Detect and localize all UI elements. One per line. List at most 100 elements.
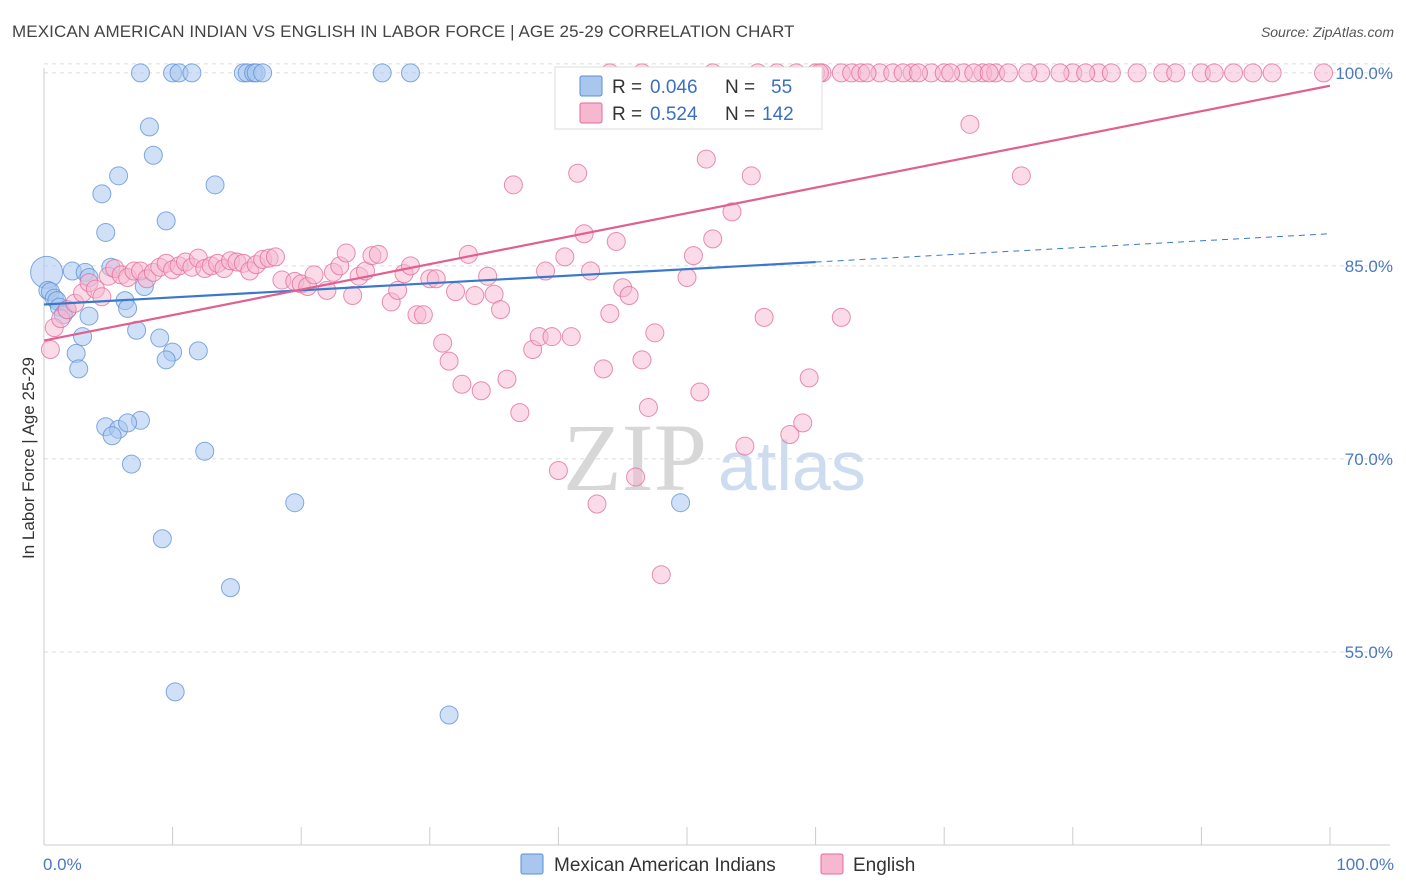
english-point-136 [941, 63, 961, 83]
mexican-american-indians-point-36 [671, 493, 691, 513]
english-point-78 [568, 163, 588, 183]
legend-r-value-1: 0.046 [650, 77, 698, 98]
english-point-35 [265, 247, 285, 267]
legend-swatch-english [579, 102, 603, 124]
english-point-84 [606, 231, 626, 251]
english-point-105 [960, 114, 980, 134]
english-point-120 [999, 63, 1018, 83]
english-point-82 [593, 359, 613, 379]
english-point-138 [979, 63, 999, 83]
english-point-146 [1204, 63, 1224, 83]
source-credit: Source: ZipAtlas.com [1260, 24, 1394, 40]
mexican-american-indians-point-31 [285, 493, 305, 513]
y-tick-label-70: 70.0% [1345, 450, 1393, 469]
mexican-american-indians-point-22 [156, 350, 176, 370]
x-tick-label-100: 100.0% [1336, 855, 1394, 874]
english-point-55 [413, 305, 433, 325]
english-point-133 [857, 63, 877, 83]
english-point-8 [92, 287, 112, 307]
english-point-100 [754, 307, 774, 327]
english-point-106 [1011, 166, 1031, 186]
legend-n-label-2: N = [725, 104, 755, 125]
english-point-67 [491, 300, 511, 320]
english-point-75 [548, 461, 568, 481]
english-point-44 [336, 243, 356, 263]
english-point-80 [581, 261, 601, 281]
mexican-american-indians-point-39 [109, 166, 129, 186]
english-point-102 [793, 413, 813, 433]
english-point-144 [1166, 63, 1186, 83]
english-point-83 [600, 304, 620, 324]
trend-line-mexican-american-indians [43, 260, 816, 306]
y-tick-label-55: 55.0% [1345, 643, 1393, 662]
trend-line-mexican-american-indians-extension [815, 233, 1331, 263]
y-axis-title: In Labor Force | Age 25-29 [19, 357, 38, 559]
english-point-88 [632, 350, 652, 370]
y-tick-label-100: 100.0% [1335, 64, 1393, 83]
mexican-american-indians-point-47 [182, 63, 202, 83]
y-tick-label-85: 85.0% [1345, 257, 1393, 276]
english-point-149 [1262, 63, 1282, 83]
legend-swatch-mexican-american-indians [579, 75, 603, 97]
english-point-45 [343, 286, 363, 305]
english-point-95 [696, 149, 716, 169]
english-point-103 [799, 368, 819, 388]
english-point-70 [510, 403, 530, 423]
legend-r-label-1: R = [612, 77, 642, 98]
english-point-58 [433, 333, 453, 353]
x-tick-label-0: 0.0% [43, 855, 82, 874]
mexican-american-indians-point-29 [195, 441, 215, 461]
mexican-american-indians-point-44 [130, 63, 150, 83]
english-point-142 [1101, 63, 1121, 83]
mexican-american-indians-point-30 [121, 454, 141, 474]
series-legend-label-english: English [853, 855, 915, 876]
english-point-98 [735, 436, 755, 456]
english-point-141 [1076, 63, 1096, 83]
series-mexican-american-indians-points [30, 63, 691, 725]
legend-n-label-1: N = [725, 77, 755, 98]
english-point-139 [1018, 63, 1038, 83]
english-point-64 [471, 381, 491, 401]
series-legend-swatch-english [820, 853, 844, 875]
english-point-0 [40, 340, 60, 360]
mexican-american-indians-point-17 [73, 327, 93, 347]
english-point-76 [555, 247, 575, 267]
english-point-73 [536, 261, 556, 281]
mexican-american-indians-point-42 [156, 211, 176, 231]
english-point-97 [722, 202, 742, 222]
mexican-american-indians-point-54 [401, 63, 421, 83]
english-point-90 [645, 323, 665, 343]
mexican-american-indians-point-32 [152, 529, 172, 549]
english-point-57 [426, 269, 446, 289]
mexican-american-indians-point-28 [102, 426, 122, 446]
series-legend-swatch-mexican-american-indians [520, 853, 544, 875]
english-point-91 [651, 565, 671, 585]
correlation-legend: R = 0.046 N = 55 R = 0.524 N = 142 [554, 66, 823, 130]
english-point-40 [304, 265, 324, 285]
mexican-american-indians-point-52 [253, 63, 273, 83]
grid-lines [44, 63, 1390, 653]
mexican-american-indians-point-40 [139, 117, 159, 137]
english-point-135 [908, 63, 928, 83]
mexican-american-indians-point-37 [92, 184, 112, 204]
english-point-89 [638, 397, 658, 417]
english-point-63 [465, 286, 485, 305]
english-point-65 [478, 266, 498, 286]
english-point-61 [452, 374, 472, 394]
english-point-68 [497, 369, 517, 389]
english-point-104 [831, 307, 851, 327]
english-point-99 [741, 166, 761, 186]
english-point-140 [1050, 63, 1070, 83]
english-point-143 [1127, 63, 1147, 83]
series-legend: Mexican American Indians English [520, 853, 915, 876]
mexican-american-indians-point-18 [150, 328, 170, 348]
english-point-87 [626, 467, 646, 487]
english-point-49 [368, 244, 388, 264]
legend-n-value-2: 142 [762, 104, 794, 125]
watermark: ZIP atlas [563, 404, 866, 511]
mexican-american-indians-point-41 [143, 145, 163, 165]
english-point-101 [780, 424, 800, 444]
mexican-american-indians-point-27 [118, 413, 138, 433]
english-point-74 [542, 327, 562, 347]
mexican-american-indians-point-38 [96, 222, 116, 242]
